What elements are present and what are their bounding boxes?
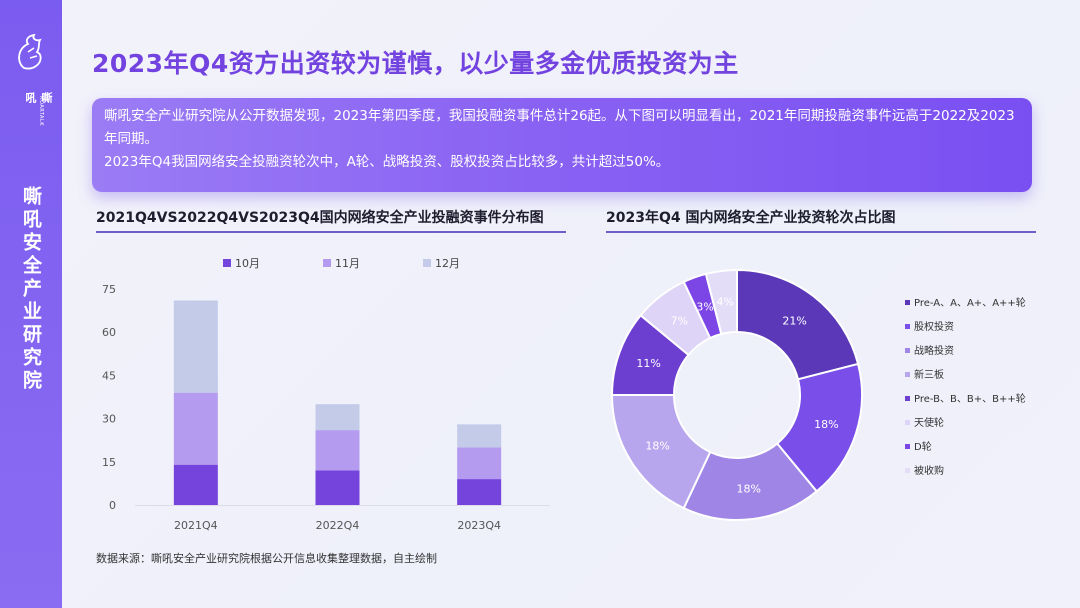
legend-swatch <box>905 348 910 353</box>
info-box: 嘶吼安全产业研究院从公开数据发现，2023年第四季度，我国投融资事件总计26起。… <box>92 98 1032 192</box>
legend-label: 10月 <box>235 257 260 270</box>
bar-chart: 0 15 30 45 60 75 2021Q4 2022Q4 2023Q4 10月 11月 12月 <box>102 257 550 532</box>
pie-chart-title-underline <box>606 231 1036 233</box>
donut-slice <box>682 442 819 521</box>
brand-sub: ROARTALK <box>38 96 44 127</box>
legend-swatch <box>905 468 910 473</box>
org-vertical-title: 嘶吼安全产业研究院 <box>20 186 42 393</box>
y-tick-label: 15 <box>102 456 116 469</box>
y-tick-label: 0 <box>109 499 116 512</box>
legend-swatch <box>223 259 231 267</box>
donut-chart: 21% 18% 18% 18% 11% 7% 3% 4% Pre-A、A、A+、A++轮股权投资… <box>610 268 1026 521</box>
bar-segment <box>457 424 502 448</box>
sidebar: 嘶吼 ROARTALK 嘶吼安全产业研究院 <box>0 0 62 608</box>
legend-swatch <box>323 259 331 267</box>
legend-label: Pre-A、A、A+、A++轮 <box>914 296 1026 309</box>
info-line-2: 2023年Q4我国网络安全投融资轮次中，A轮、战略投资、股权投资占比较多，共计超… <box>104 154 670 170</box>
slice-data-label: 18% <box>645 439 669 452</box>
slice-data-label: 18% <box>814 418 838 431</box>
brand-logo: 嘶吼 ROARTALK <box>10 32 53 126</box>
donut-slice <box>610 394 712 510</box>
pie-chart-title: 2023年Q4 国内网络安全产业投资轮次占比图 <box>606 210 896 226</box>
bar-segment <box>173 464 218 505</box>
bar-segment <box>457 479 502 505</box>
legend-label: 11月 <box>335 257 360 270</box>
bar-segment <box>315 404 360 431</box>
legend-swatch <box>905 372 910 377</box>
y-tick-label: 45 <box>102 369 116 382</box>
brand-name: 嘶吼 <box>24 92 53 104</box>
donut-slice <box>704 268 738 336</box>
x-tick-label: 2023Q4 <box>457 519 501 532</box>
bar-segment <box>315 470 360 505</box>
info-line-1: 嘶吼安全产业研究院从公开数据发现，2023年第四季度，我国投融资事件总计26起。… <box>104 108 1015 147</box>
legend-swatch <box>905 396 910 401</box>
legend-swatch <box>905 420 910 425</box>
legend-label: 股权投资 <box>914 320 954 333</box>
legend-label: 战略投资 <box>914 344 954 357</box>
legend-swatch <box>423 259 431 267</box>
legend-swatch <box>905 444 910 449</box>
donut-slice <box>775 362 863 493</box>
bar-segment <box>457 447 502 480</box>
y-tick-label: 75 <box>102 283 116 296</box>
source-note: 数据来源：嘶吼安全产业研究院根据公开信息收集整理数据，自主绘制 <box>96 552 437 565</box>
slice-data-label: 4% <box>716 296 733 309</box>
slice-data-label: 11% <box>636 357 660 370</box>
y-tick-label: 60 <box>102 326 116 339</box>
bar-segment <box>315 430 360 471</box>
donut-slice <box>736 268 860 381</box>
x-tick-label: 2022Q4 <box>316 519 360 532</box>
bar-chart-title-underline <box>96 231 566 233</box>
slice-data-label: 3% <box>696 301 713 314</box>
logo-mark-icon <box>18 33 42 70</box>
slice-data-label: 18% <box>737 482 761 495</box>
bar-segment <box>173 392 218 465</box>
slice-data-label: 7% <box>671 315 688 328</box>
bar-chart-title: 2021Q4VS2022Q4VS2023Q4国内网络安全产业投融资事件分布图 <box>96 210 544 226</box>
legend-label: 12月 <box>435 257 460 270</box>
legend-swatch <box>905 324 910 329</box>
legend-label: 天使轮 <box>914 416 944 429</box>
legend-label: 新三板 <box>914 368 944 381</box>
legend-label: Pre-B、B、B+、B++轮 <box>914 392 1026 405</box>
legend-label: 被收购 <box>914 464 944 477</box>
legend-label: D轮 <box>914 440 932 453</box>
bar-segment <box>173 300 218 393</box>
page-title: 2023年Q4资方出资较为谨慎，以少量多金优质投资为主 <box>92 49 739 78</box>
x-tick-label: 2021Q4 <box>174 519 218 532</box>
legend-swatch <box>905 300 910 305</box>
slice-data-label: 21% <box>782 315 806 328</box>
y-tick-label: 30 <box>102 413 116 426</box>
